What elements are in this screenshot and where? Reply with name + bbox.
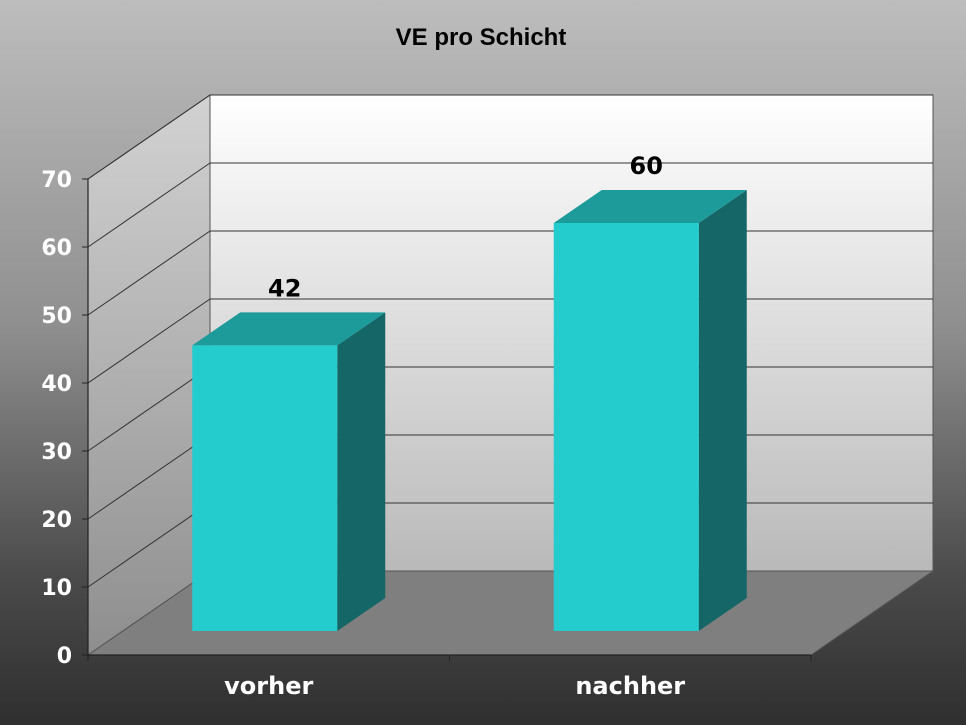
gridline-side — [87, 94, 211, 180]
bar-front — [553, 223, 699, 631]
y-tick-label: 40 — [41, 372, 72, 397]
y-tick-label: 30 — [41, 440, 72, 465]
gridline-side — [87, 298, 211, 384]
bar-side — [698, 190, 747, 631]
gridline-side — [87, 230, 211, 316]
x-axis-tick-marks — [87, 655, 812, 661]
y-tick-label: 70 — [41, 168, 72, 193]
y-tick-label: 50 — [41, 304, 72, 329]
bar-top — [553, 190, 747, 223]
y-tick-label: 10 — [41, 576, 72, 601]
x-axis-tick-labels: vorher nachher — [224, 672, 685, 700]
side-wall — [87, 94, 211, 656]
chart-title: VE pro Schicht — [396, 24, 567, 51]
bar-vorher — [192, 312, 386, 631]
bar-top — [192, 312, 386, 346]
data-label: 60 — [630, 152, 663, 180]
gridline-side — [87, 162, 211, 248]
gridline-side — [87, 366, 211, 452]
x-tick-label: nachher — [575, 672, 685, 700]
bar-front — [192, 345, 338, 631]
data-label: 42 — [268, 274, 301, 302]
bar-nachher — [553, 190, 747, 631]
y-axis-tick-labels: 0 10 20 30 40 50 60 70 — [41, 168, 72, 669]
data-labels: 42 60 — [268, 152, 663, 302]
gridline-side — [87, 502, 211, 588]
bar-side — [337, 312, 386, 631]
x-tick-label: vorher — [224, 672, 313, 700]
y-tick-label: 20 — [41, 508, 72, 533]
y-tick-label: 60 — [41, 236, 72, 261]
y-tick-label: 0 — [57, 644, 72, 669]
gridline-side — [87, 434, 211, 520]
bars — [192, 190, 747, 631]
